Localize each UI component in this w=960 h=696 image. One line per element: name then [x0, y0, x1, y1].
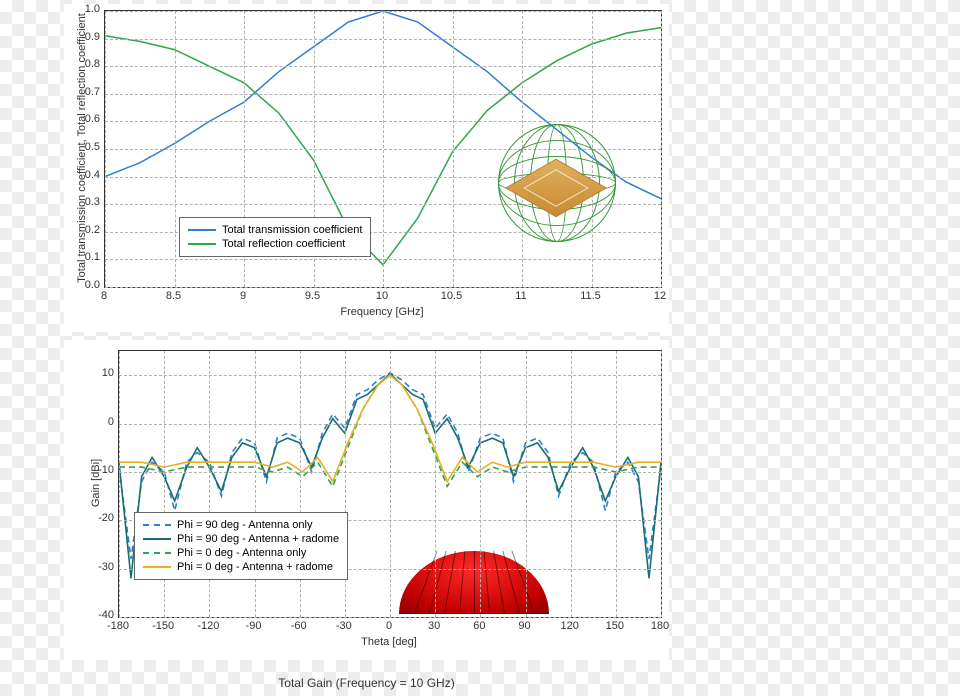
x-tick-label: -30 — [332, 620, 356, 632]
x-tick-label: 90 — [513, 620, 537, 632]
legend-item: Phi = 0 deg - Antenna only — [143, 547, 339, 559]
y-tick-label: 1.0 — [85, 3, 100, 15]
legend-swatch-icon — [188, 243, 216, 245]
y-tick-label: 0.1 — [85, 251, 100, 263]
y-tick-label: -20 — [98, 512, 114, 524]
legend-item: Phi = 0 deg - Antenna + radome — [143, 561, 339, 573]
y-tick-label: 0.4 — [85, 169, 100, 181]
legend-item: Total reflection coefficient — [188, 238, 362, 250]
y-tick-label: -30 — [98, 561, 114, 573]
x-tick-label: -180 — [106, 620, 130, 632]
legend-swatch-icon — [143, 538, 171, 540]
x-tick-label: 30 — [422, 620, 446, 632]
x-tick-label: 9 — [231, 290, 255, 302]
y-tick-label: 0.8 — [85, 58, 100, 70]
y-tick-label: -40 — [98, 609, 114, 621]
x-tick-label: 0 — [377, 620, 401, 632]
x-tick-label: 180 — [648, 620, 672, 632]
x-tick-label: 120 — [558, 620, 582, 632]
top-xlabel: Frequency [GHz] — [104, 306, 660, 318]
x-tick-label: 10.5 — [440, 290, 464, 302]
y-tick-label: 0.9 — [85, 31, 100, 43]
legend-item: Phi = 90 deg - Antenna + radome — [143, 533, 339, 545]
x-tick-label: -90 — [242, 620, 266, 632]
y-tick-label: 0.2 — [85, 224, 100, 236]
y-tick-label: 10 — [102, 367, 114, 379]
x-tick-label: 60 — [467, 620, 491, 632]
legend-item: Phi = 90 deg - Antenna only — [143, 519, 339, 531]
bottom-chart-panel: Theta [deg] Gain [dBi] Phi = 90 deg - An… — [64, 340, 669, 660]
x-tick-label: -120 — [196, 620, 220, 632]
bottom-xlabel: Theta [deg] — [118, 636, 660, 648]
x-tick-label: 9.5 — [301, 290, 325, 302]
legend-swatch-icon — [143, 524, 171, 526]
bottom-ylabel: Gain [dBi] — [90, 350, 102, 616]
y-tick-label: 0.7 — [85, 86, 100, 98]
x-tick-label: 8.5 — [162, 290, 186, 302]
legend-label: Total reflection coefficient — [222, 238, 345, 250]
legend-swatch-icon — [143, 566, 171, 568]
y-tick-label: 0.0 — [85, 279, 100, 291]
legend-item: Total transmission coefficient — [188, 224, 362, 236]
legend-label: Phi = 90 deg - Antenna + radome — [177, 533, 339, 545]
bottom-legend: Phi = 90 deg - Antenna only Phi = 90 deg … — [134, 512, 348, 580]
legend-label: Phi = 0 deg - Antenna + radome — [177, 561, 333, 573]
x-tick-label: 10 — [370, 290, 394, 302]
top-chart-panel: Frequency [GHz] Total transmission coeff… — [64, 4, 669, 332]
y-tick-label: 0.6 — [85, 113, 100, 125]
legend-swatch-icon — [188, 229, 216, 231]
x-tick-label: 12 — [648, 290, 672, 302]
x-tick-label: 11.5 — [579, 290, 603, 302]
top-legend: Total transmission coefficient Total refl… — [179, 217, 371, 257]
y-tick-label: -10 — [98, 464, 114, 476]
x-tick-label: 11 — [509, 290, 533, 302]
x-tick-label: 8 — [92, 290, 116, 302]
legend-swatch-icon — [143, 552, 171, 554]
legend-label: Total transmission coefficient — [222, 224, 362, 236]
y-tick-label: 0.3 — [85, 196, 100, 208]
sphere-patch-inset — [498, 124, 614, 240]
x-tick-label: -150 — [151, 620, 175, 632]
y-tick-label: 0.5 — [85, 141, 100, 153]
y-tick-label: 0 — [108, 416, 114, 428]
x-tick-label: -60 — [287, 620, 311, 632]
legend-label: Phi = 0 deg - Antenna only — [177, 547, 306, 559]
legend-label: Phi = 90 deg - Antenna only — [177, 519, 312, 531]
figure-caption: Total Gain (Frequency = 10 GHz) — [64, 676, 669, 690]
x-tick-label: 150 — [603, 620, 627, 632]
